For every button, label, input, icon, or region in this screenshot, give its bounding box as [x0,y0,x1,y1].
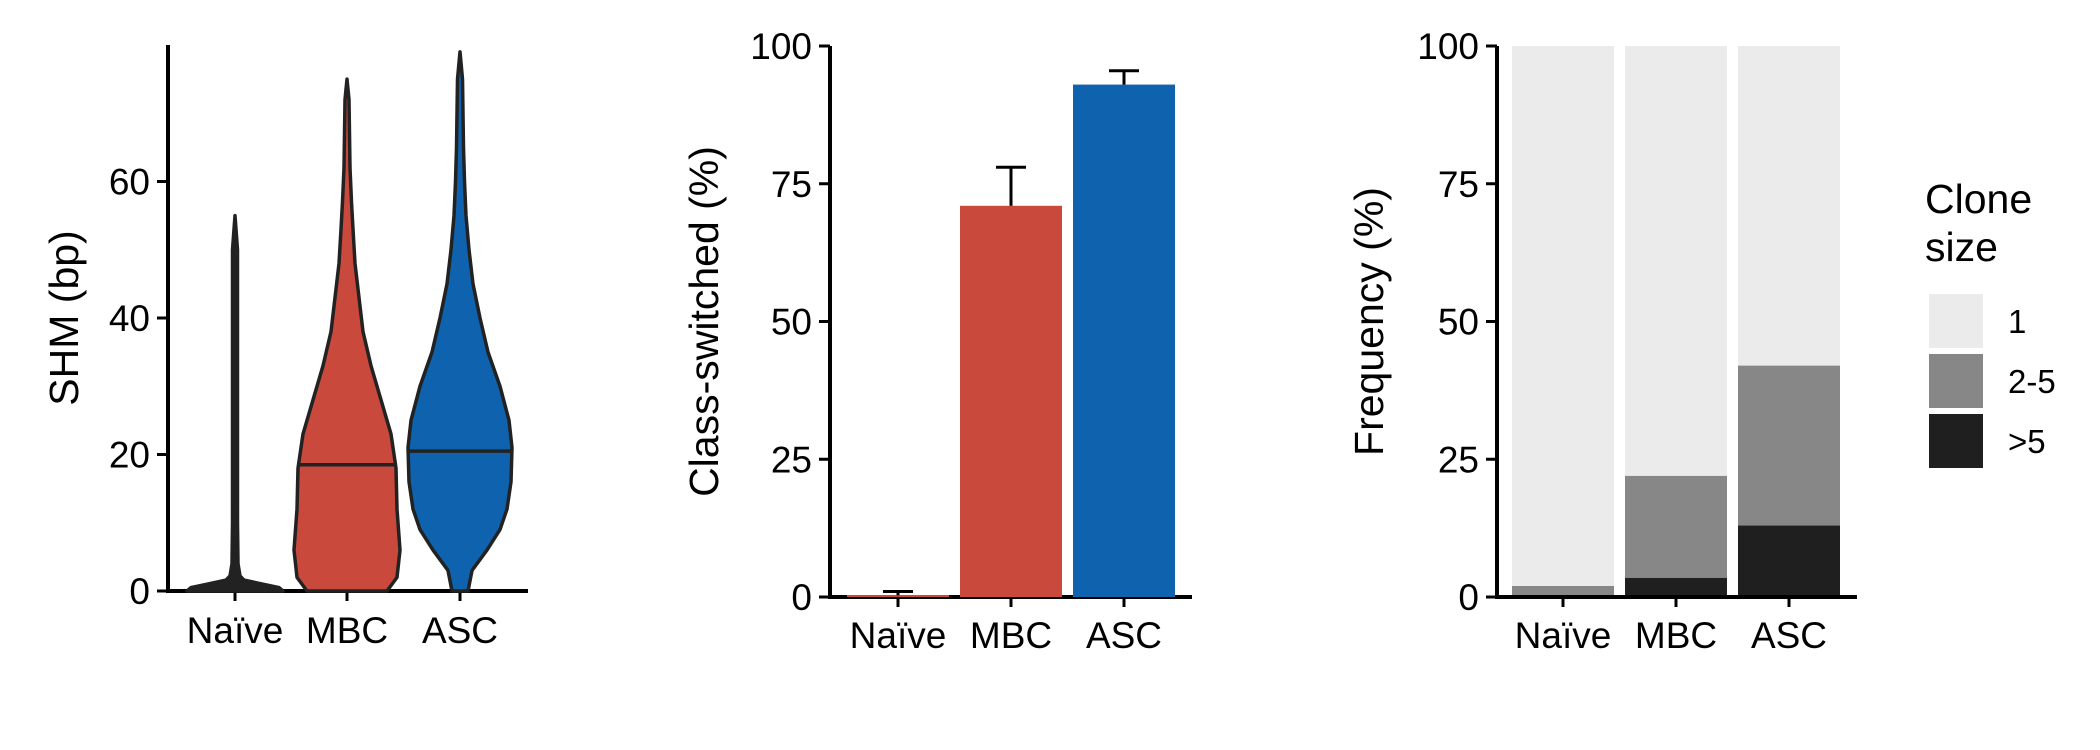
x-tick-label: Naïve [187,610,284,651]
y-tick-label: 20 [109,435,150,476]
legend-swatch-1 [1929,294,1983,348]
y-tick-label: 75 [771,164,812,205]
y-tick-label: 0 [129,571,150,612]
x-tick-label: ASC [1751,615,1827,656]
segment-2-5 [1512,585,1614,597]
y-tick-label: 60 [109,162,150,203]
legend-title-line: size [1925,224,1998,270]
violin-mbc [292,77,402,593]
shm-violin-panel: 0 20 40 60 Naïve MBC ASC SHM (bp) [41,45,528,651]
bar-mbc [960,205,1062,598]
x-tick-label: MBC [1635,615,1717,656]
legend-title-line: Clone [1925,176,2032,222]
x-tick-label: Naïve [1515,615,1612,656]
y-tick-label: 25 [771,439,812,480]
legend-label: >5 [2008,423,2046,460]
y-tick-label: 100 [750,26,812,67]
segment-1 [1738,46,1840,366]
segment-1 [1512,46,1614,586]
clone-size-stacked-panel: 0 25 50 75 100 Naïve MBC ASC Frequency (%) [1346,26,1857,656]
segment->5 [1738,525,1840,597]
segment-1 [1625,46,1727,476]
legend-label: 1 [2008,303,2026,340]
y-tick-label: 50 [771,302,812,343]
x-tick-label: MBC [306,610,388,651]
y-tick-label: 40 [109,298,150,339]
bar-naive [847,595,949,597]
legend-swatch-2-5 [1929,354,1983,408]
y-tick-label: 25 [1438,439,1479,480]
segment->5 [1625,577,1727,597]
y-axis-title: Class-switched (%) [681,146,727,497]
class-switched-bar-panel: 0 25 50 75 100 Naïve MBC ASC Class-switched (%) [681,26,1192,656]
y-axis-title: SHM (bp) [41,230,87,405]
x-tick-label: MBC [970,615,1052,656]
segment-2-5 [1738,365,1840,526]
x-tick-label: Naïve [850,615,947,656]
legend-label: 2-5 [2008,363,2056,400]
x-tick-label: ASC [422,610,498,651]
violin-asc [406,50,514,593]
segment-2-5 [1625,475,1727,578]
y-tick-label: 0 [791,577,812,618]
bar-asc [1073,84,1175,597]
legend-swatch->5 [1929,414,1983,468]
y-axis-title: Frequency (%) [1346,187,1392,456]
y-tick-label: 0 [1458,577,1479,618]
x-tick-label: ASC [1086,615,1162,656]
violin-naive [185,213,285,593]
y-tick-label: 50 [1438,302,1479,343]
y-tick-label: 75 [1438,164,1479,205]
y-tick-label: 100 [1417,26,1479,67]
